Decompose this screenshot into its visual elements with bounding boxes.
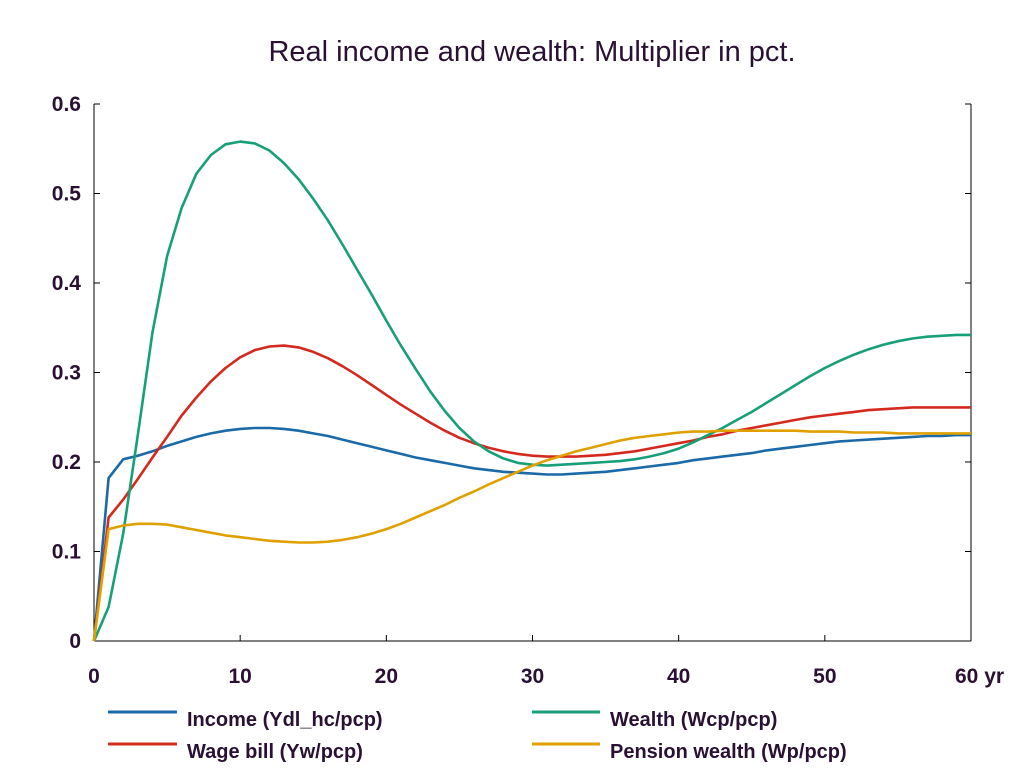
series-line-wealth bbox=[92, 140, 971, 642]
series-lines bbox=[92, 140, 971, 642]
series-line-pension-wealth bbox=[92, 429, 971, 642]
x-tick-label: 40 bbox=[667, 665, 690, 688]
legend-label-pension-wealth: Pension wealth (Wp/pcp) bbox=[610, 741, 847, 763]
x-tick-label: 10 bbox=[228, 665, 251, 688]
legend-label-wealth: Wealth (Wcp/pcp) bbox=[610, 709, 777, 731]
x-tick-label: 30 bbox=[521, 665, 544, 688]
x-tick-label: 50 bbox=[813, 665, 836, 688]
chart-title: Real income and wealth: Multiplier in pc… bbox=[268, 36, 795, 68]
series-line-wage-bill bbox=[92, 344, 971, 642]
y-tick-label: 0.4 bbox=[52, 272, 82, 295]
series-line-income bbox=[92, 426, 971, 642]
y-axis: 0 0.1 0.2 0.3 0.4 0.5 0.6 bbox=[52, 93, 971, 653]
y-tick-label: 0.1 bbox=[52, 541, 82, 564]
x-axis: 0 10 20 30 40 50 60 yr bbox=[88, 635, 1004, 688]
y-tick-label: 0.3 bbox=[52, 362, 81, 385]
x-tick-label: 20 bbox=[375, 665, 398, 688]
x-tick-label: 0 bbox=[88, 665, 100, 688]
plot-frame bbox=[93, 104, 972, 642]
y-tick-label: 0.5 bbox=[52, 183, 82, 206]
legend-label-wage-bill: Wage bill (Yw/pcp) bbox=[187, 741, 363, 763]
y-tick-label: 0 bbox=[69, 630, 81, 653]
legend-label-income: Income (Ydl_hc/pcp) bbox=[187, 709, 383, 731]
legend: Income (Ydl_hc/pcp) Wage bill (Yw/pcp) Wea… bbox=[108, 709, 847, 763]
x-tick-label: 60 yr bbox=[955, 665, 1004, 688]
y-tick-label: 0.6 bbox=[52, 93, 81, 116]
y-tick-label: 0.2 bbox=[52, 451, 81, 474]
